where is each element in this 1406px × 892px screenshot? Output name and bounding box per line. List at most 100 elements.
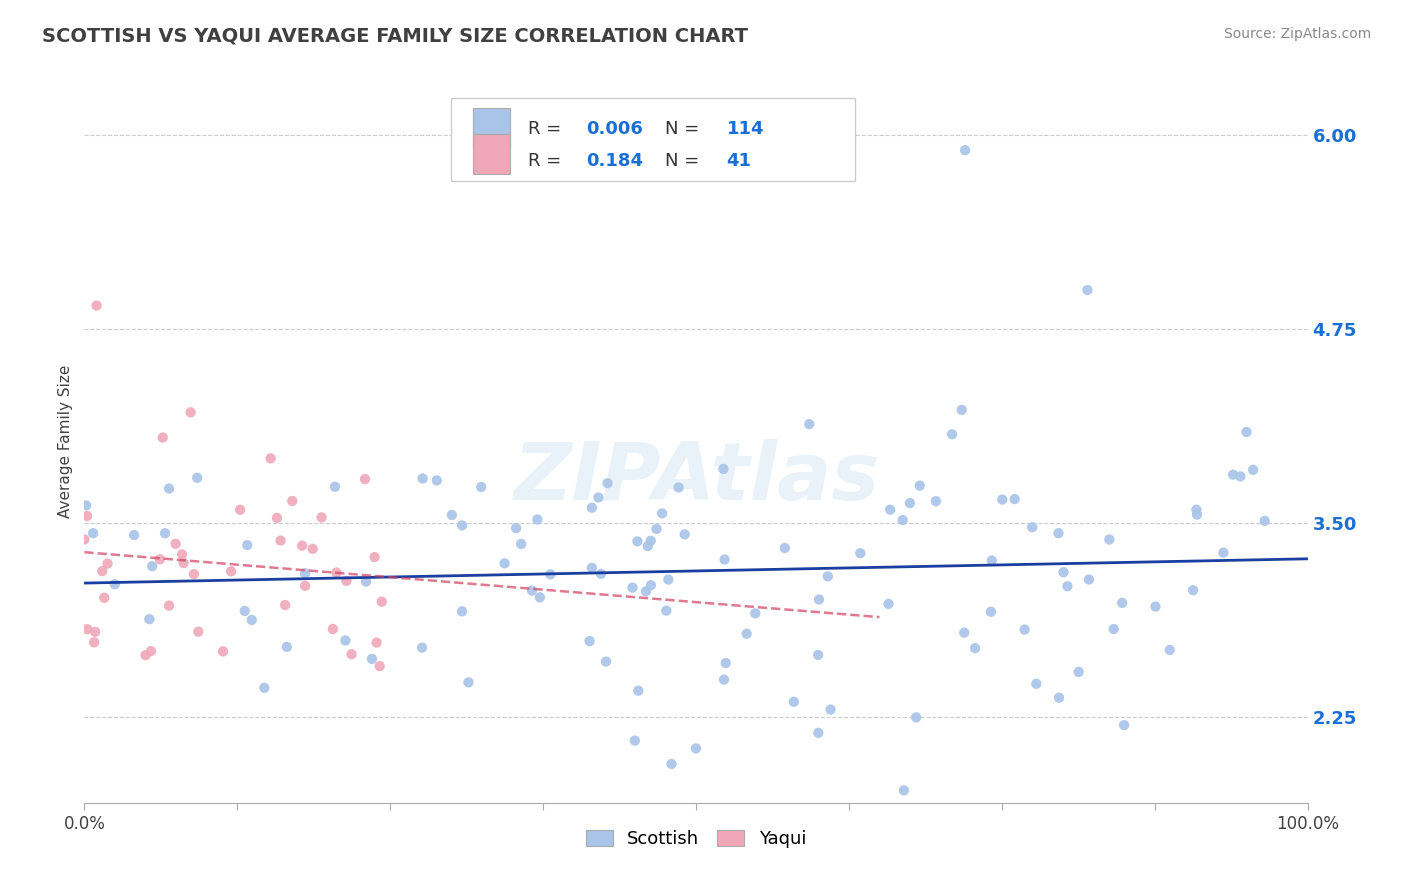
Text: R =: R =	[529, 153, 561, 170]
Text: 114: 114	[727, 120, 763, 137]
Point	[1056, 579, 1078, 593]
Point	[1111, 596, 1133, 610]
Point	[637, 539, 659, 553]
Point	[152, 431, 174, 445]
Point	[1021, 520, 1043, 534]
Point	[335, 633, 357, 648]
Point	[1047, 690, 1070, 705]
Point	[505, 521, 527, 535]
Point	[905, 710, 928, 724]
Point	[965, 641, 987, 656]
Point	[276, 640, 298, 654]
Point	[991, 492, 1014, 507]
Point	[73, 533, 96, 547]
Point	[412, 471, 434, 485]
Point	[510, 537, 533, 551]
Point	[451, 518, 474, 533]
Point	[807, 648, 830, 662]
Point	[529, 591, 551, 605]
Point	[783, 695, 806, 709]
Point	[879, 502, 901, 516]
Point	[1254, 514, 1277, 528]
Point	[714, 656, 737, 670]
Point	[1144, 599, 1167, 614]
Point	[281, 494, 304, 508]
Point	[187, 624, 209, 639]
Text: 0.184: 0.184	[586, 153, 643, 170]
Point	[1014, 623, 1036, 637]
Point	[651, 507, 673, 521]
Point	[291, 539, 314, 553]
Point	[624, 733, 647, 747]
Point	[980, 605, 1002, 619]
Point	[908, 478, 931, 492]
Point	[634, 584, 657, 599]
Point	[354, 574, 377, 589]
Point	[713, 673, 735, 687]
Point	[104, 577, 127, 591]
Point	[170, 548, 193, 562]
Point	[655, 604, 678, 618]
Point	[451, 604, 474, 618]
Point	[91, 564, 114, 578]
Point	[980, 553, 1002, 567]
Point	[1185, 502, 1208, 516]
Point	[1067, 665, 1090, 679]
Point	[581, 500, 603, 515]
Point	[494, 557, 516, 571]
Text: 41: 41	[727, 153, 752, 170]
Text: R =: R =	[529, 120, 561, 137]
Point	[950, 403, 973, 417]
Point	[817, 569, 839, 583]
Point	[953, 143, 976, 157]
Point	[411, 640, 433, 655]
Point	[668, 481, 690, 495]
FancyBboxPatch shape	[474, 108, 510, 147]
Point	[1212, 546, 1234, 560]
FancyBboxPatch shape	[474, 135, 510, 174]
Point	[141, 559, 163, 574]
Point	[219, 565, 242, 579]
Text: N =: N =	[665, 153, 700, 170]
Point	[325, 566, 347, 580]
Point	[807, 592, 830, 607]
Point	[588, 491, 610, 505]
Point	[1047, 526, 1070, 541]
Point	[253, 681, 276, 695]
Point	[1114, 718, 1136, 732]
Text: 0.006: 0.006	[586, 120, 643, 137]
Point	[470, 480, 492, 494]
Point	[1052, 566, 1074, 580]
Point	[76, 622, 98, 636]
Point	[645, 522, 668, 536]
Point	[76, 508, 98, 523]
Point	[1076, 283, 1098, 297]
Text: N =: N =	[665, 120, 700, 137]
Point	[96, 557, 118, 571]
Point	[773, 541, 796, 555]
Point	[941, 427, 963, 442]
Point	[122, 528, 145, 542]
Point	[820, 702, 842, 716]
Point	[1159, 643, 1181, 657]
Point	[1025, 677, 1047, 691]
Point	[673, 527, 696, 541]
Point	[322, 622, 344, 636]
Point	[627, 683, 650, 698]
Point	[83, 635, 105, 649]
Point	[807, 726, 830, 740]
Point	[139, 644, 162, 658]
Point	[335, 574, 357, 588]
Point	[84, 624, 107, 639]
Point	[149, 552, 172, 566]
Point	[82, 526, 104, 541]
Point	[877, 597, 900, 611]
Point	[581, 560, 603, 574]
Text: SCOTTISH VS YAQUI AVERAGE FAMILY SIZE CORRELATION CHART: SCOTTISH VS YAQUI AVERAGE FAMILY SIZE CO…	[42, 27, 748, 45]
Point	[371, 595, 394, 609]
Y-axis label: Average Family Size: Average Family Size	[58, 365, 73, 518]
Point	[735, 626, 758, 640]
Point	[363, 550, 385, 565]
Point	[596, 476, 619, 491]
Point	[153, 526, 176, 541]
